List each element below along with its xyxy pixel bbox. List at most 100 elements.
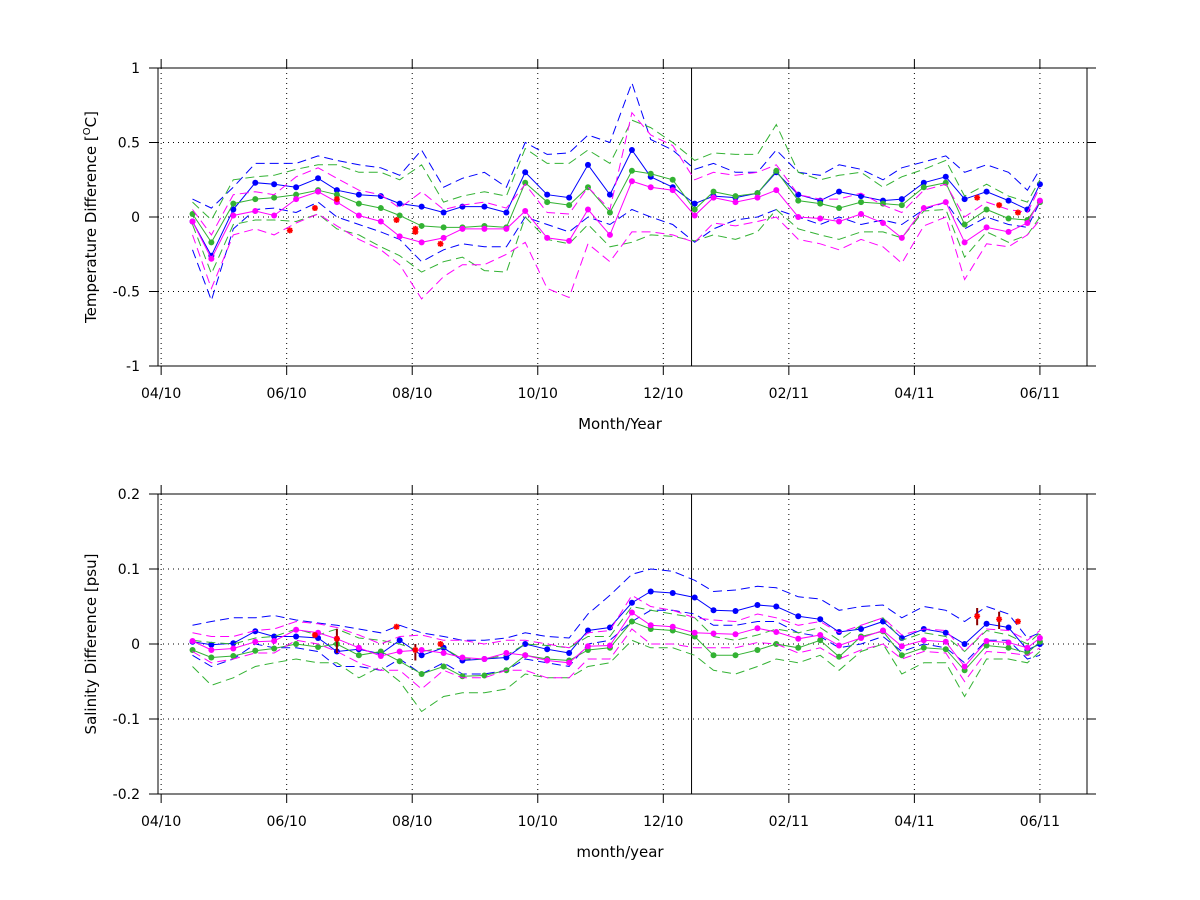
temperature-green-point bbox=[544, 199, 551, 206]
salinity-red-point bbox=[1014, 618, 1021, 625]
temperature-blue-point bbox=[418, 203, 425, 210]
temperature-magenta-point bbox=[252, 208, 259, 215]
temperature-green-point bbox=[606, 209, 613, 216]
temperature-magenta-point bbox=[773, 187, 780, 194]
salinity-green-point bbox=[189, 647, 196, 653]
temperature-green-point bbox=[920, 184, 927, 191]
salinity-magenta-point bbox=[606, 642, 613, 649]
salinity-red-point bbox=[996, 616, 1003, 623]
temperature-blue-point bbox=[1024, 206, 1031, 213]
temperature-magenta-point bbox=[898, 234, 905, 241]
temperature-blue-point bbox=[355, 191, 362, 198]
temperature-green-point bbox=[669, 176, 676, 183]
salinity-blue-point bbox=[754, 602, 761, 608]
temperature-xtick-label: 12/10 bbox=[643, 386, 683, 402]
salinity-xtick-label: 12/10 bbox=[643, 814, 683, 830]
temperature-magenta-point bbox=[418, 239, 425, 246]
temperature-green-point bbox=[691, 206, 698, 213]
temperature-magenta-point bbox=[691, 212, 698, 219]
temperature-blue-point bbox=[628, 146, 635, 153]
salinity-magenta-point bbox=[584, 643, 591, 650]
temperature-blue-point bbox=[230, 206, 237, 213]
temperature-magenta-point bbox=[710, 194, 717, 201]
salinity-blue-point bbox=[396, 637, 403, 644]
salinity-xtick-label: 04/10 bbox=[141, 814, 181, 830]
salinity-magenta-point bbox=[293, 626, 300, 633]
salinity-blue-point bbox=[732, 608, 739, 614]
salinity-magenta-point bbox=[418, 647, 425, 653]
salinity-blue-point bbox=[795, 613, 802, 620]
salinity-green-point bbox=[315, 644, 322, 650]
salinity-red-point bbox=[311, 632, 318, 638]
temperature-green-point bbox=[754, 190, 761, 197]
temperature-green-point bbox=[418, 222, 425, 229]
temperature-green-upper-line bbox=[192, 119, 1041, 221]
temperature-xtick-label: 02/11 bbox=[769, 386, 809, 402]
temperature-green-point bbox=[836, 205, 843, 212]
salinity-magenta-point bbox=[942, 638, 949, 645]
salinity-magenta-point bbox=[440, 650, 447, 656]
salinity-blue-point bbox=[628, 599, 635, 606]
salinity-magenta-point bbox=[377, 653, 384, 659]
salinity-xtick-label: 06/10 bbox=[266, 814, 306, 830]
salinity-magenta-point bbox=[920, 637, 927, 644]
salinity-magenta-upper-line bbox=[192, 594, 1041, 653]
temperature-magenta-point bbox=[396, 233, 403, 240]
salinity-magenta-point bbox=[252, 638, 259, 645]
salinity-xlabel: month/year bbox=[576, 843, 664, 861]
temperature-magenta-point bbox=[961, 239, 968, 246]
salinity-magenta-point bbox=[983, 638, 990, 644]
salinity-magenta-mean-line bbox=[192, 611, 1041, 668]
salinity-magenta-point bbox=[732, 631, 739, 638]
temperature-magenta-point bbox=[606, 231, 613, 238]
temperature-magenta-point bbox=[189, 218, 196, 225]
temperature-ytick-label: 1 bbox=[131, 61, 140, 77]
temperature-green-point bbox=[628, 167, 635, 174]
temperature-magenta-point bbox=[836, 218, 843, 225]
salinity-ytick-label: -0.2 bbox=[113, 787, 140, 803]
temperature-blue-point bbox=[440, 209, 447, 216]
temperature-blue-point bbox=[858, 193, 865, 200]
salinity-green-point bbox=[754, 647, 761, 653]
temperature-green-point bbox=[773, 167, 780, 174]
salinity-magenta-point bbox=[481, 656, 488, 662]
temperature-red-point bbox=[333, 196, 340, 203]
temperature-series bbox=[189, 81, 1043, 302]
salinity-magenta-point bbox=[566, 659, 573, 666]
salinity-blue-point bbox=[522, 641, 529, 647]
temperature-magenta-point bbox=[754, 194, 761, 201]
temperature-magenta-point bbox=[566, 237, 573, 244]
temperature-xtick-labels: 04/10 06/10 08/10 10/10 12/10 02/11 04/11 06/11 bbox=[141, 386, 1060, 402]
temperature-magenta-lower-line bbox=[192, 213, 1041, 300]
temperature-ylabel-suffix: C] bbox=[82, 111, 100, 127]
salinity-green-point bbox=[459, 673, 466, 680]
temperature-magenta-mean-line bbox=[192, 180, 1041, 260]
salinity-green-point bbox=[418, 671, 425, 677]
salinity-axes bbox=[149, 485, 1096, 803]
salinity-blue-point bbox=[252, 628, 259, 635]
salinity-green-point bbox=[817, 637, 824, 644]
salinity-magenta-point bbox=[628, 609, 635, 616]
salinity-blue-point bbox=[544, 646, 551, 653]
temperature-magenta-point bbox=[1005, 228, 1012, 235]
temperature-blue-point bbox=[1036, 181, 1043, 188]
temperature-green-point bbox=[710, 188, 717, 195]
salinity-magenta-lower-line bbox=[192, 628, 1041, 690]
temperature-green-point bbox=[795, 197, 802, 204]
temperature-magenta-point bbox=[1024, 219, 1031, 226]
salinity-ytick-label: 0.1 bbox=[118, 562, 140, 578]
salinity-blue-point bbox=[858, 626, 865, 632]
salinity-green-point bbox=[396, 658, 403, 665]
salinity-blue-point bbox=[879, 618, 886, 625]
temperature-green-point bbox=[817, 200, 824, 207]
salinity-blue-point bbox=[230, 640, 237, 647]
salinity-xtick-label: 06/11 bbox=[1020, 814, 1060, 830]
salinity-green-point bbox=[898, 652, 905, 659]
temperature-magenta-point bbox=[795, 214, 802, 220]
temperature-magenta-upper-line bbox=[192, 111, 1041, 236]
temperature-ytick-label: -0.5 bbox=[113, 285, 140, 301]
salinity-green-point bbox=[355, 652, 362, 659]
temperature-green-point bbox=[898, 202, 905, 209]
temperature-blue-point bbox=[961, 196, 968, 203]
salinity-green-point bbox=[920, 644, 927, 651]
